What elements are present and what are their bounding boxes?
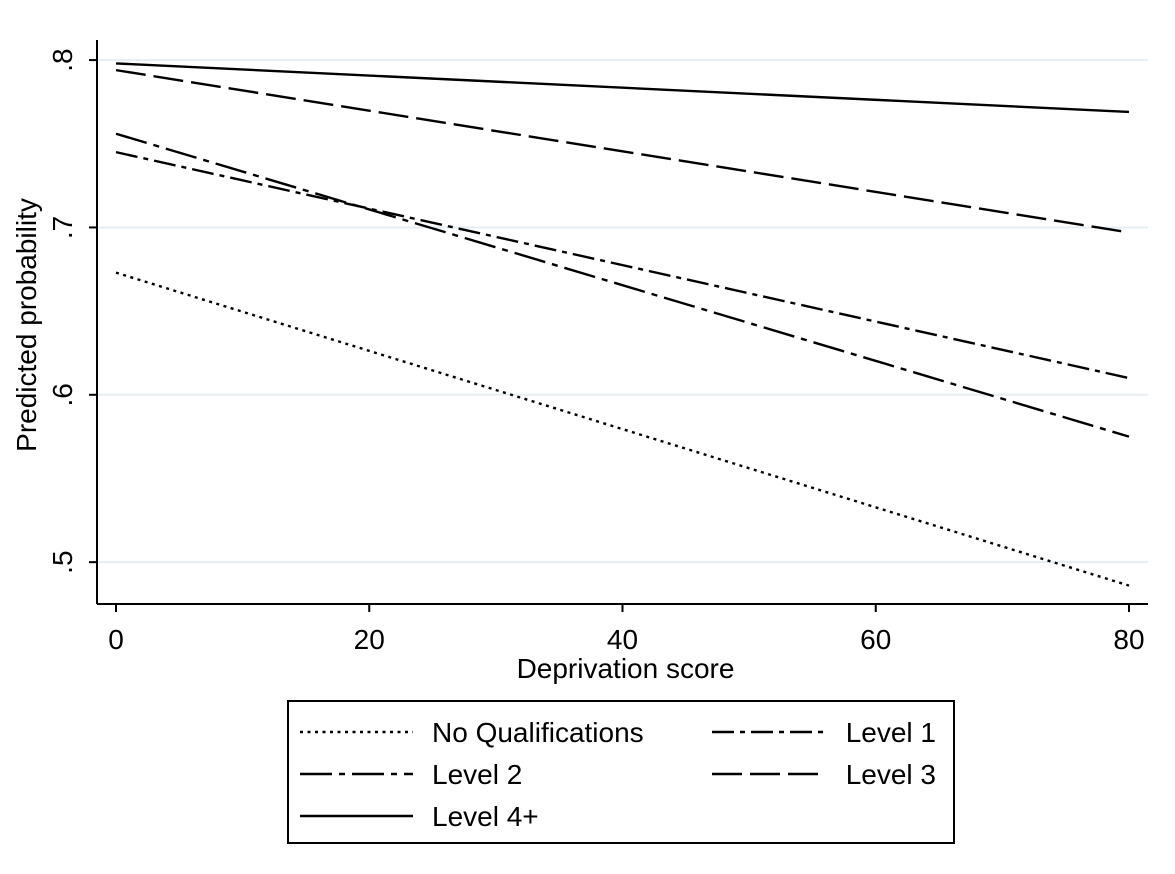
legend-label: Level 3: [846, 759, 936, 790]
series-lines: [115, 62, 1130, 587]
x-tick-label: 80: [1113, 624, 1144, 655]
axes: .5 .6 .7 .8 0 20 40 60 80: [47, 40, 1148, 655]
legend-label: Level 1: [846, 717, 936, 748]
y-tick-label: .7: [47, 216, 78, 239]
series-line: [115, 132, 1130, 438]
y-tick-label: .8: [47, 48, 78, 71]
x-tick-label: 40: [607, 624, 638, 655]
y-tick-label: .6: [47, 383, 78, 406]
x-tick-label: 0: [108, 624, 124, 655]
series-line: [115, 62, 1130, 114]
gridlines: [97, 59, 1148, 564]
legend: No Qualifications Level 1 Level 2 Level 3 Le…: [287, 700, 955, 844]
y-axis-title: Predicted probability: [11, 198, 42, 452]
legend-label: Level 2: [432, 759, 522, 790]
legend-label: Level 4+: [432, 801, 539, 832]
y-tick-label: .5: [47, 550, 78, 573]
legend-box: [287, 700, 955, 844]
x-tick-label: 60: [860, 624, 891, 655]
series-line: [115, 150, 1130, 380]
series-line: [115, 68, 1130, 234]
x-tick-label: 20: [354, 624, 385, 655]
x-axis-title: Deprivation score: [517, 653, 735, 684]
series-line: [115, 271, 1130, 587]
legend-label: No Qualifications: [432, 717, 644, 748]
